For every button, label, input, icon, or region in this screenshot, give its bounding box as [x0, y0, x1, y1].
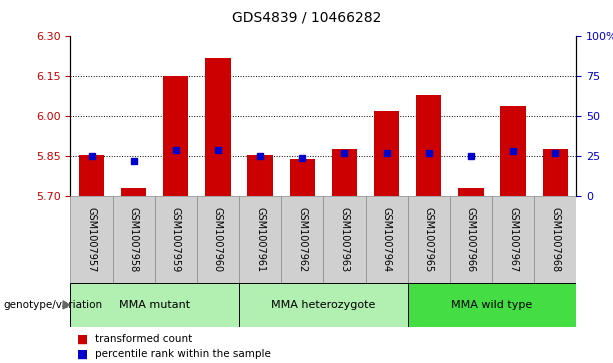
Bar — [324, 196, 365, 283]
Text: percentile rank within the sample: percentile rank within the sample — [95, 349, 271, 359]
Bar — [458, 188, 484, 196]
Bar — [416, 95, 441, 196]
Text: GSM1007963: GSM1007963 — [340, 207, 349, 272]
Bar — [205, 58, 230, 196]
Text: MMA wild type: MMA wild type — [451, 300, 533, 310]
Text: MMA mutant: MMA mutant — [119, 300, 191, 310]
Text: GSM1007967: GSM1007967 — [508, 207, 518, 272]
Bar — [113, 196, 154, 283]
Bar — [374, 111, 399, 196]
Text: GDS4839 / 10466282: GDS4839 / 10466282 — [232, 11, 381, 25]
Text: GSM1007966: GSM1007966 — [466, 207, 476, 272]
Bar — [332, 150, 357, 196]
Bar — [163, 76, 189, 196]
Bar — [450, 196, 492, 283]
Bar — [239, 196, 281, 283]
Bar — [408, 196, 450, 283]
Bar — [70, 283, 239, 327]
Text: ■: ■ — [77, 347, 88, 360]
Bar — [365, 196, 408, 283]
Bar — [281, 196, 324, 283]
Text: GSM1007961: GSM1007961 — [255, 207, 265, 272]
Bar — [154, 196, 197, 283]
Text: genotype/variation: genotype/variation — [3, 300, 102, 310]
Bar — [121, 188, 147, 196]
Text: MMA heterozygote: MMA heterozygote — [271, 300, 376, 310]
Text: GSM1007958: GSM1007958 — [129, 207, 139, 272]
Bar — [492, 196, 534, 283]
Text: GSM1007957: GSM1007957 — [86, 207, 97, 272]
Bar — [500, 106, 525, 196]
Bar — [70, 196, 113, 283]
Text: GSM1007962: GSM1007962 — [297, 207, 307, 272]
Bar — [543, 150, 568, 196]
Text: GSM1007964: GSM1007964 — [381, 207, 392, 272]
Text: transformed count: transformed count — [95, 334, 192, 344]
Bar — [289, 159, 315, 196]
Text: GSM1007959: GSM1007959 — [171, 207, 181, 272]
Bar — [197, 196, 239, 283]
Bar — [79, 155, 104, 196]
Text: ■: ■ — [77, 333, 88, 346]
Bar — [248, 155, 273, 196]
Bar — [239, 283, 408, 327]
Bar — [534, 196, 576, 283]
Text: GSM1007960: GSM1007960 — [213, 207, 223, 272]
Bar — [408, 283, 576, 327]
Text: GSM1007965: GSM1007965 — [424, 207, 434, 272]
Text: GSM1007968: GSM1007968 — [550, 207, 560, 272]
